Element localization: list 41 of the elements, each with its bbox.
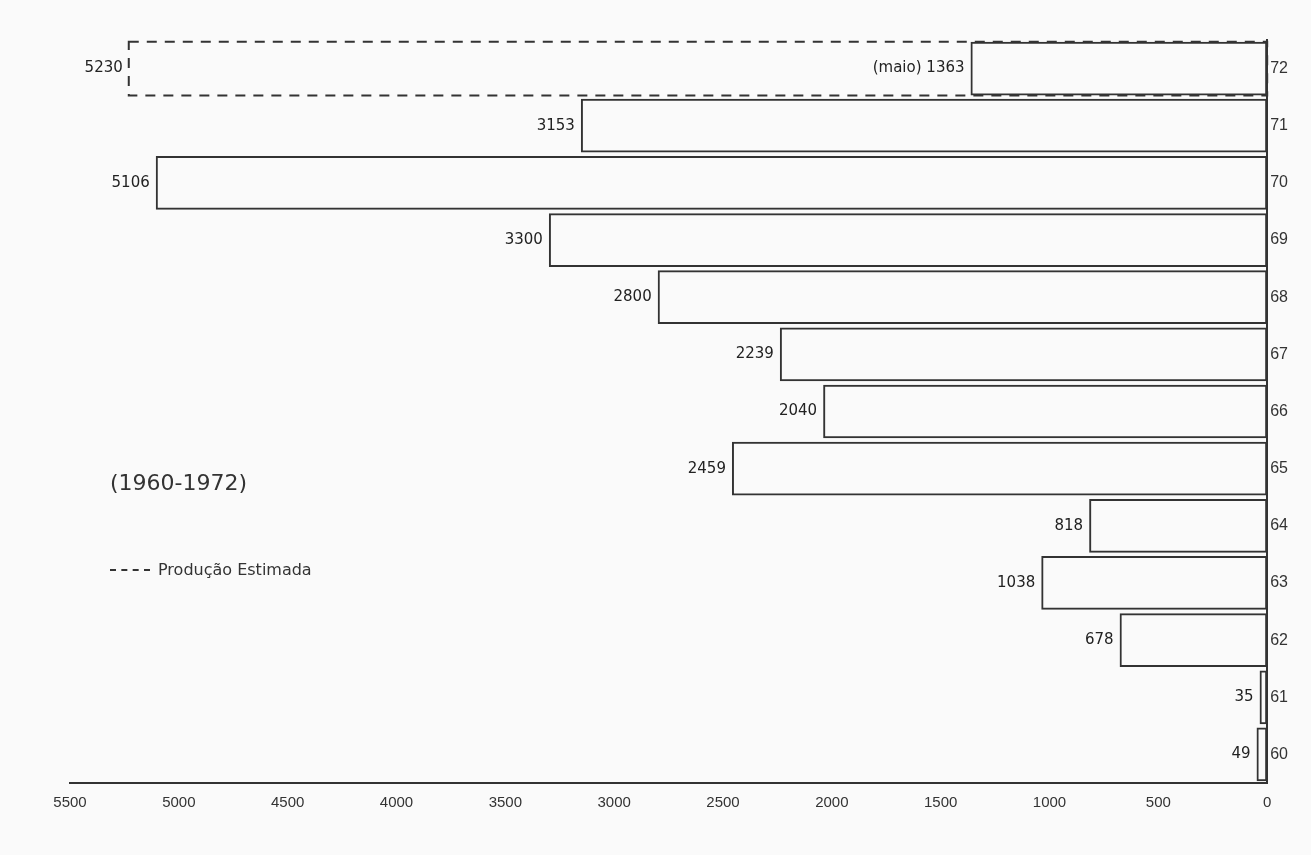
x-tick-label: 2000 <box>815 793 849 811</box>
y-tick-label: 69 <box>1270 230 1289 248</box>
x-tick-label: 4500 <box>270 793 305 811</box>
x-tick-label: 5000 <box>162 793 196 811</box>
x-tick-label: 3500 <box>488 793 523 811</box>
y-tick-label: 70 <box>1270 173 1289 191</box>
x-tick-label: 1500 <box>924 793 958 811</box>
y-tick-label: 60 <box>1270 744 1289 762</box>
data-label: 35 <box>1234 687 1254 706</box>
data-label: 5230 <box>84 58 123 77</box>
data-label: 3300 <box>504 229 543 248</box>
y-tick-label: 62 <box>1270 630 1289 648</box>
data-label: 2800 <box>613 287 652 306</box>
data-label: 678 <box>1084 630 1114 649</box>
x-tick-label: 0 <box>1263 793 1272 811</box>
x-tick-label: 1000 <box>1032 793 1067 811</box>
data-label: 3153 <box>536 115 575 134</box>
y-tick-label: 61 <box>1270 687 1289 705</box>
y-tick-label: 63 <box>1270 573 1289 591</box>
y-tick-label: 65 <box>1270 459 1289 477</box>
data-label: (maio) 1363 <box>872 58 965 77</box>
legend-label: Produção Estimada <box>158 560 312 579</box>
text: (1960-1972) <box>110 470 248 495</box>
data-label: 2040 <box>778 401 818 420</box>
y-tick-label: 67 <box>1270 344 1289 362</box>
x-tick-label: 500 <box>1145 793 1171 811</box>
data-label: 818 <box>1054 515 1084 534</box>
y-tick-label: 68 <box>1270 287 1289 305</box>
x-tick-label: 5500 <box>53 793 87 811</box>
y-tick-label: 66 <box>1270 401 1289 419</box>
x-tick-label: 4000 <box>379 793 414 811</box>
data-label: 2239 <box>735 344 774 363</box>
y-tick-label: 72 <box>1270 58 1289 76</box>
data-label: 49 <box>1231 744 1251 763</box>
data-label: 1038 <box>997 572 1036 591</box>
data-label: 5106 <box>111 172 150 191</box>
y-tick-label: 64 <box>1270 516 1289 534</box>
x-tick-label: 3000 <box>597 793 631 811</box>
x-tick-label: 2500 <box>706 793 740 811</box>
data-label: 2459 <box>687 458 726 477</box>
y-tick-label: 71 <box>1270 116 1289 134</box>
